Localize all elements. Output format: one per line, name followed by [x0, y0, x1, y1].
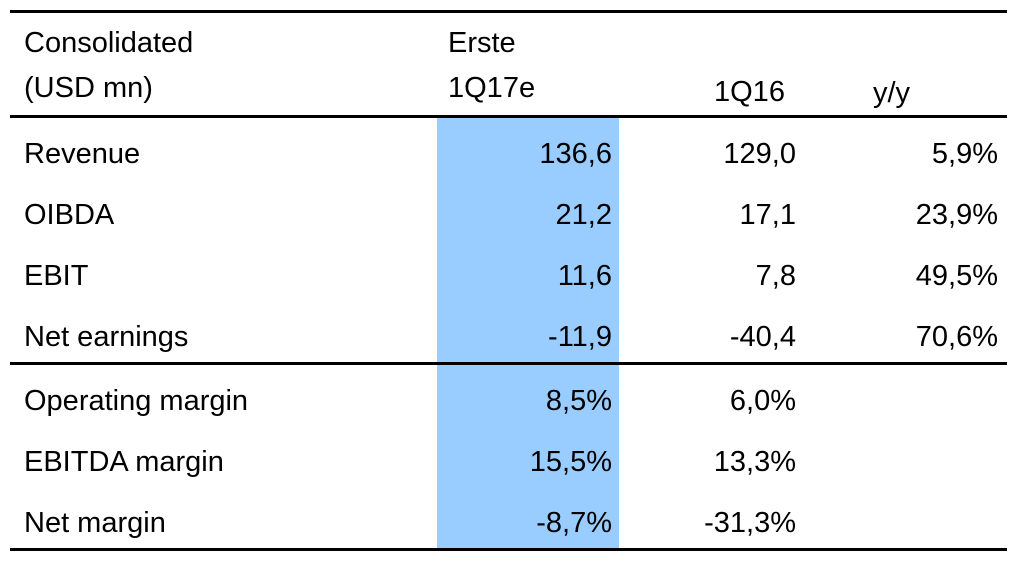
row-label-ebitda-margin: EBITDA margin — [24, 446, 224, 478]
row-net-earnings-yoy: 70,6% — [915, 321, 998, 353]
header-rule — [10, 115, 1007, 118]
row-oibda-erste: 21,2 — [555, 199, 612, 231]
header-label-line1: Consolidated — [24, 27, 194, 59]
row-label-revenue: Revenue — [24, 138, 141, 170]
bottom-rule — [10, 548, 1007, 551]
row-label-net-earnings: Net earnings — [24, 321, 189, 353]
row-revenue-yoy: 5,9% — [931, 138, 998, 170]
section-rule — [10, 362, 1007, 365]
row-ebit-yoy: 49,5% — [915, 260, 998, 292]
row-net-earnings-prior: -40,4 — [729, 321, 796, 353]
row-label-net-margin: Net margin — [24, 507, 166, 539]
erste-column-highlight — [437, 117, 619, 550]
row-ebitda-margin-prior: 13,3% — [713, 446, 796, 478]
row-net-margin-prior: -31,3% — [704, 507, 796, 539]
row-net-margin-erste: -8,7% — [536, 507, 612, 539]
row-oibda-prior: 17,1 — [739, 199, 796, 231]
row-ebitda-margin-erste: 15,5% — [529, 446, 612, 478]
header-erste-line1: Erste — [448, 27, 516, 59]
row-operating-margin-prior: 6,0% — [729, 385, 796, 417]
row-revenue-erste: 136,6 — [539, 138, 612, 170]
row-ebit-erste: 11,6 — [557, 260, 612, 292]
row-revenue-prior: 129,0 — [723, 138, 796, 170]
header-yoy: y/y — [873, 77, 911, 109]
row-label-ebit: EBIT — [24, 260, 89, 292]
header-label-line2: (USD mn) — [24, 72, 153, 104]
header-prior-period: 1Q16 — [714, 76, 785, 108]
row-oibda-yoy: 23,9% — [915, 199, 998, 231]
header-erste-line2: 1Q17e — [448, 72, 536, 104]
row-operating-margin-erste: 8,5% — [545, 385, 612, 417]
row-label-operating-margin: Operating margin — [24, 385, 249, 417]
row-ebit-prior: 7,8 — [755, 260, 796, 292]
row-net-earnings-erste: -11,9 — [548, 321, 612, 353]
top-rule — [10, 10, 1007, 13]
row-label-oibda: OIBDA — [24, 199, 115, 231]
